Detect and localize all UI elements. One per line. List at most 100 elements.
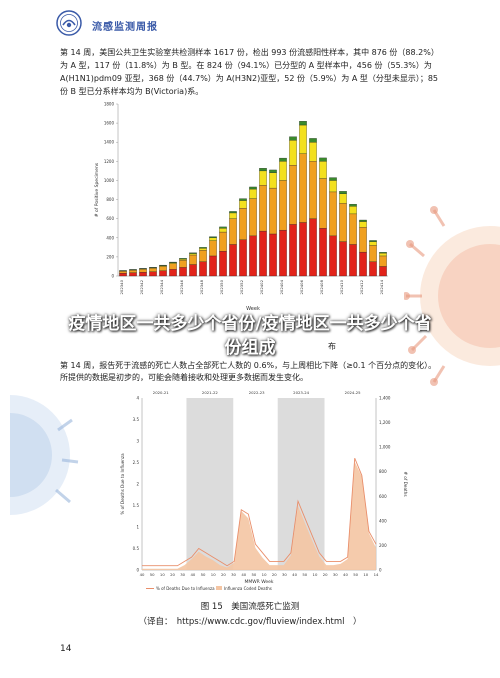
bar-segment: [139, 269, 147, 273]
y-axis-label: # of Positive Specimens: [94, 162, 100, 217]
x-tick-label: 202352: [239, 279, 244, 294]
y2-tick-label: 800: [379, 469, 387, 474]
bar-segment: [269, 169, 277, 173]
x-tick-label: 202412: [359, 279, 364, 294]
bar-segment: [269, 172, 277, 189]
bar-segment: [349, 203, 357, 207]
bar-segment: [209, 240, 217, 257]
y-tick-label: 2: [136, 482, 139, 487]
y-tick-label: 600: [106, 216, 114, 221]
y2-tick-label: 200: [379, 543, 387, 548]
bar-segment: [339, 191, 347, 194]
bar-segment: [309, 142, 317, 162]
y-tick-label: 800: [106, 197, 114, 202]
bar-segment: [239, 208, 247, 240]
x-tick-label: 202404: [279, 279, 284, 294]
bar-segment: [279, 229, 287, 277]
x-tick-label: 30: [282, 572, 287, 577]
y-tick-label: 0: [111, 274, 114, 279]
bar-segment: [289, 136, 297, 141]
y2-tick-label: 600: [379, 494, 387, 499]
figure-caption-fragment: 布: [328, 342, 336, 351]
x-tick-label: 30: [180, 572, 185, 577]
bar-segment: [259, 168, 267, 172]
positive-specimens-chart: 0 200 400 600 800 1000 1200 1400 1600 1800 # of Po…: [94, 102, 388, 312]
bar-segment: [289, 140, 297, 166]
bar-segment: [179, 260, 187, 268]
bar-segment: [259, 230, 267, 277]
paragraph-deaths: 第 14 周，报告死于流感的死亡人数占全部死亡人数的 0.6%，与上周相比下降（…: [60, 361, 437, 382]
x-tick-label: 202410: [339, 279, 344, 294]
bar-segment: [379, 252, 387, 254]
deaths-area: [142, 461, 376, 570]
bar-segment: [239, 239, 247, 277]
x-tick-label: 20: [323, 572, 328, 577]
bar-segment: [189, 254, 197, 265]
y-tick-label: 0.5: [133, 546, 140, 551]
bar-segment: [369, 240, 377, 242]
x-tick-label: 50: [150, 572, 155, 577]
season-label: 2024-25: [345, 390, 361, 395]
bar-segment: [329, 235, 337, 277]
y2-tick-label: 1,000: [379, 445, 391, 450]
bar-segment: [129, 272, 137, 277]
bar-segment: [129, 270, 137, 273]
x-tick-label: 50: [251, 572, 256, 577]
bar-segment: [169, 261, 177, 263]
figure-15-caption: 图 15 美国流感死亡监测: [200, 602, 300, 612]
bar-segment: [229, 244, 237, 277]
bar-segment: [379, 252, 387, 257]
x-tick-label: 202346: [179, 279, 184, 294]
percent-deaths-line: [142, 458, 377, 567]
bar-segment: [169, 269, 177, 277]
bar-segment: [319, 178, 327, 229]
bar-segment: [159, 266, 167, 271]
bar-segment: [369, 261, 377, 277]
bar-segment: [259, 170, 267, 186]
bar-segment: [199, 248, 207, 251]
y-tick-label: 0: [136, 568, 139, 573]
x-tick-label: 30: [231, 572, 236, 577]
bar-segment: [219, 226, 227, 229]
figure-15-source: （译自： https://www.cdc.gov/fluview/index.h…: [138, 617, 362, 627]
bar-segment: [339, 241, 347, 277]
bar-segment: [189, 252, 197, 254]
bar-segment: [259, 185, 267, 232]
bar-segment: [229, 218, 237, 245]
influenza-deaths-chart: 2020-21 2021-22 2022-23 2023-24 2024-25 0 0.5 1…: [120, 390, 408, 591]
y2-axis-label: # of Deaths: [403, 471, 408, 496]
y-axis-label: % of Deaths Due to Influenza: [120, 453, 125, 515]
legend-swatch-area: [216, 586, 222, 590]
x-tick-label: 10: [160, 572, 165, 577]
bar-segment: [329, 191, 337, 237]
bar-segment: [369, 245, 377, 262]
bar-segment: [149, 267, 157, 268]
x-tick-label: 202350: [219, 279, 224, 294]
bar-segment: [289, 224, 297, 277]
x-tick-label: 20: [221, 572, 226, 577]
bar-segment: [119, 271, 127, 274]
page-number: 14: [60, 644, 72, 654]
y2-tick-label: 0: [379, 568, 382, 573]
season-band: [186, 398, 234, 570]
x-tick-label: 202340: [119, 279, 124, 294]
x-tick-label: 40: [190, 572, 195, 577]
bar-segment: [189, 264, 197, 277]
bar-segment: [199, 261, 207, 277]
bar-segment: [179, 267, 187, 277]
legend-label: Influenza Coded Deaths: [224, 586, 272, 591]
cdc-logo-icon: [56, 10, 82, 36]
y-tick-label: 1800: [104, 102, 115, 107]
y-tick-label: 1: [136, 525, 139, 530]
bar-segment: [159, 264, 167, 266]
bar-segment: [359, 227, 367, 253]
bar-segment: [329, 177, 337, 181]
paragraph-week14-lab: 第 14 周，美国公共卫生实验室共检测样本 1617 份，检出 993 份流感阳…: [60, 48, 439, 96]
season-label: 2022-23: [249, 390, 265, 395]
x-tick-label: 10: [211, 572, 216, 577]
season-label: 2021-22: [202, 390, 218, 395]
bar-segment: [249, 188, 257, 199]
x-tick-label: 202342: [139, 279, 144, 294]
bar-segment: [209, 255, 217, 277]
x-tick-label: 50: [302, 572, 307, 577]
